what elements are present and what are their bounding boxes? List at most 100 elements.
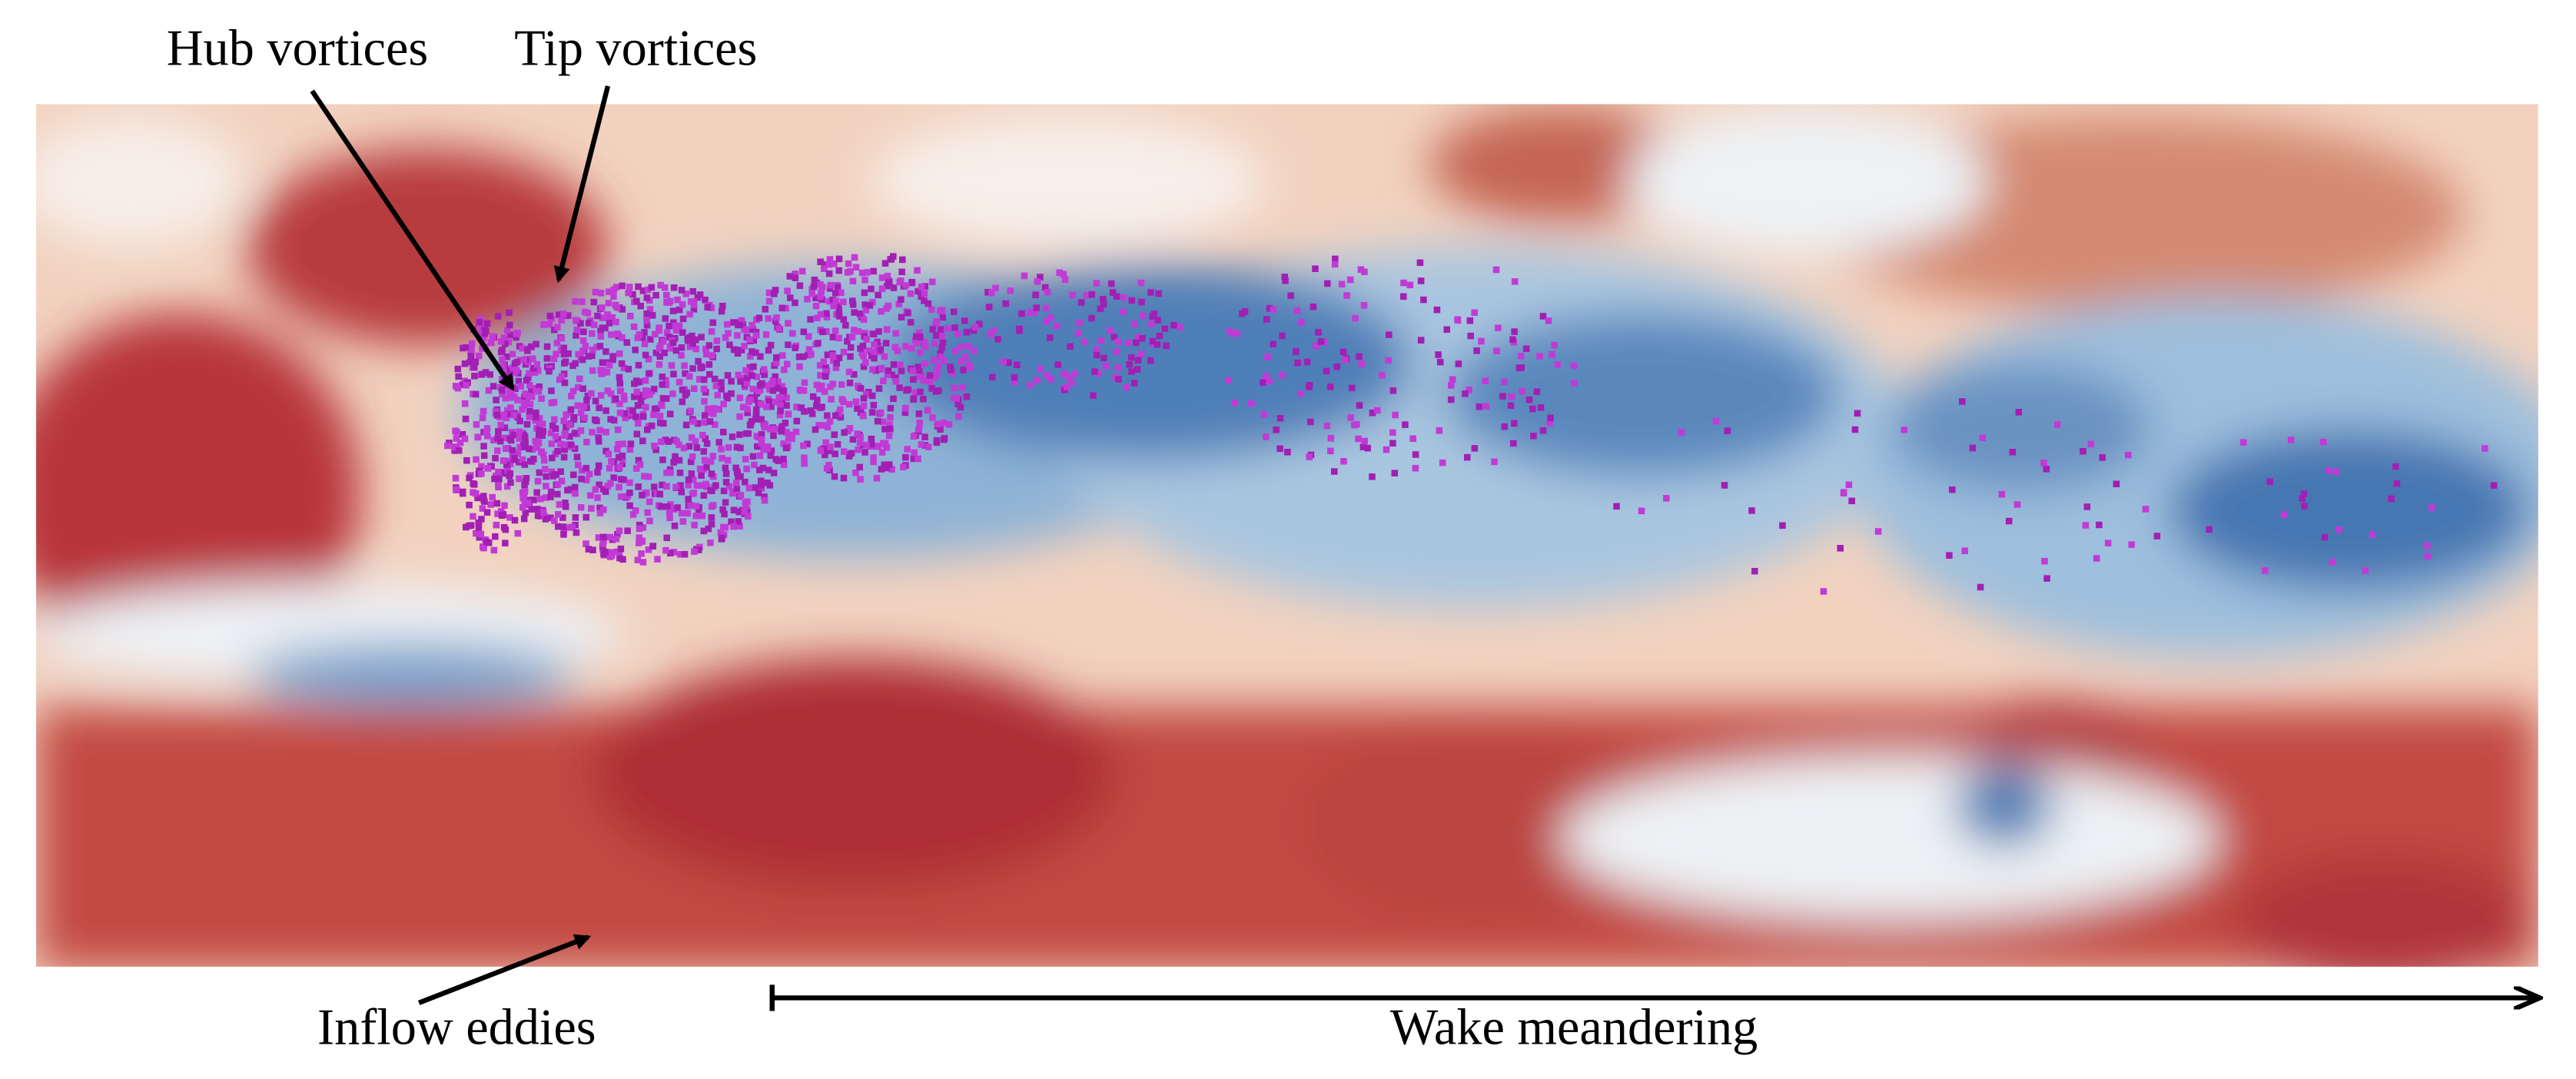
vortex-particle [928, 278, 936, 286]
vortex-particle [588, 390, 595, 397]
vortex-particle [636, 521, 643, 529]
vortex-particle [577, 409, 585, 417]
vortex-particle [1501, 378, 1508, 386]
vortex-particle [735, 473, 742, 480]
vortex-particle [1946, 552, 1953, 559]
vortex-particle [485, 540, 493, 546]
vortex-particle [825, 447, 832, 454]
vortex-particle [741, 342, 748, 350]
vortex-particle [796, 282, 804, 289]
vortex-particle [606, 320, 613, 327]
vortex-particle [1571, 380, 1578, 387]
vortex-particle [530, 496, 537, 503]
vortex-particle [598, 304, 606, 311]
vortex-particle [495, 428, 502, 435]
vortex-particle [824, 423, 832, 430]
vortex-particle [672, 347, 680, 354]
vortex-particle [705, 342, 713, 349]
vortex-particle [755, 490, 762, 496]
vortex-particle [1266, 377, 1273, 385]
vortex-particle [741, 508, 748, 515]
vortex-particle [473, 490, 480, 497]
vortex-particle [619, 334, 626, 341]
vortex-particle [958, 344, 964, 350]
vortex-particle [891, 344, 899, 351]
vortex-particle [702, 389, 709, 396]
vortex-particle [500, 411, 508, 419]
vortex-particle [670, 284, 678, 291]
vortex-particle [514, 413, 522, 421]
vortex-particle [511, 516, 519, 524]
vortex-particle [759, 464, 767, 472]
vortex-particle [780, 440, 787, 447]
vortex-particle [484, 465, 492, 472]
vortex-particle [801, 379, 808, 387]
vortex-particle [846, 379, 854, 387]
vortex-particle [718, 446, 725, 453]
vortex-particle [472, 358, 480, 366]
vortex-particle [645, 355, 652, 363]
vortex-particle [725, 483, 733, 490]
vortex-particle [614, 330, 621, 337]
vortex-particle [857, 409, 865, 417]
vortex-particle [537, 495, 544, 503]
vortex-particle [748, 372, 755, 379]
hub-label: Hub vortices [167, 20, 428, 76]
vortex-particle [773, 354, 780, 361]
vortex-particle [475, 352, 483, 360]
vortex-particle [824, 351, 832, 358]
vortex-particle [493, 397, 500, 403]
vortex-particle [988, 290, 995, 297]
vortex-particle [1147, 357, 1154, 364]
vortex-particle [583, 540, 589, 547]
vortex-particle [821, 445, 828, 453]
vortex-particle [852, 398, 860, 405]
vortex-particle [1342, 357, 1349, 364]
vortex-particle [581, 414, 588, 421]
vortex-particle [742, 367, 749, 374]
vortex-particle [821, 265, 828, 272]
vortex-particle [654, 556, 661, 563]
vortex-particle [1400, 293, 1407, 300]
vortex-particle [1276, 445, 1283, 453]
vortex-particle [626, 312, 634, 320]
vortex-particle [908, 345, 915, 352]
vortex-particle [822, 439, 829, 447]
vortex-particle [844, 337, 851, 345]
vortex-particle [1436, 358, 1444, 366]
vortex-particle [916, 419, 923, 427]
vortex-particle [698, 472, 705, 479]
vortex-particle [915, 410, 923, 417]
vortex-particle [1134, 357, 1142, 364]
vortex-particle [703, 463, 710, 471]
vortex-particle [523, 377, 530, 384]
vortex-particle [869, 366, 876, 374]
vortex-particle [481, 330, 489, 337]
vortex-particle [753, 374, 760, 380]
vortex-particle [1043, 304, 1050, 312]
vortex-particle [580, 328, 587, 336]
vortex-particle [594, 312, 601, 320]
vortex-particle [596, 510, 604, 516]
vortex-particle [547, 430, 555, 437]
vortex-particle [1417, 337, 1425, 344]
vortex-particle [685, 476, 692, 483]
vortex-particle [1515, 364, 1523, 371]
vortex-particle [913, 339, 921, 347]
vortex-particle [963, 328, 971, 336]
vortex-particle [670, 549, 677, 556]
vortex-particle [453, 486, 460, 493]
vortex-particle [568, 393, 575, 400]
vortex-particle [805, 346, 813, 353]
vortex-particle [574, 402, 581, 410]
vortex-particle [480, 452, 488, 460]
vortex-particle [2153, 533, 2161, 540]
vortex-particle [583, 397, 590, 404]
vortex-particle [612, 318, 619, 326]
vortex-particle [1369, 409, 1376, 417]
vortex-particle [849, 297, 856, 304]
vortex-particle [1409, 435, 1416, 443]
vortex-particle [676, 306, 683, 314]
vortex-particle [475, 329, 483, 337]
vortex-particle [483, 429, 490, 436]
